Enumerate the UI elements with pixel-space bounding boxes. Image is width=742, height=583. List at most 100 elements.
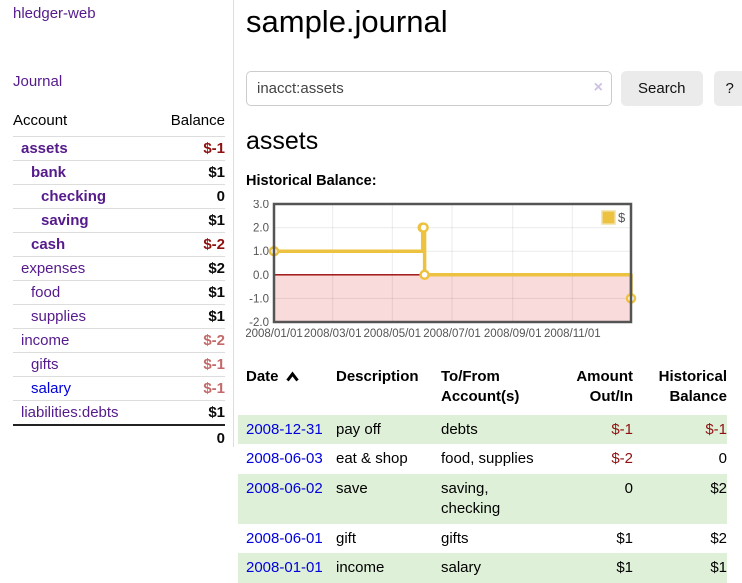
transaction-description: gift [336, 524, 441, 554]
transaction-date-link[interactable]: 2008-12-31 [246, 421, 323, 438]
header-label: Account(s) [441, 388, 519, 405]
account-name-cell: expenses [13, 257, 153, 281]
accounts-total-spacer [13, 425, 153, 451]
account-balance: $1 [153, 281, 225, 305]
accounts-header-balance: Balance [153, 110, 225, 137]
accounts-total-row: 0 [13, 425, 225, 451]
app-brand-link[interactable]: hledger-web [13, 5, 96, 22]
account-balance: $1 [153, 161, 225, 185]
account-name-cell: bank [13, 161, 153, 185]
account-name-cell: saving [13, 209, 153, 233]
account-balance: 0 [153, 185, 225, 209]
account-balance: $1 [153, 209, 225, 233]
account-name-cell: assets [13, 137, 153, 161]
transaction-date-link[interactable]: 2008-01-01 [246, 559, 323, 576]
help-button[interactable]: ? [714, 71, 742, 106]
account-link-checking[interactable]: checking [41, 188, 106, 205]
header-label: To/From [441, 368, 500, 385]
transaction-accounts: food, supplies [441, 444, 553, 474]
account-link-expenses[interactable]: expenses [21, 260, 85, 277]
transaction-amount: $1 [553, 524, 633, 554]
account-row: bank $1 [13, 161, 225, 185]
transaction-date-cell: 2008-01-01 [238, 553, 336, 583]
account-name-cell: liabilities:debts [13, 401, 153, 426]
transaction-balance: $2 [633, 524, 727, 554]
transaction-amount: $1 [553, 553, 633, 583]
account-name-cell: supplies [13, 305, 153, 329]
account-balance: $-1 [153, 353, 225, 377]
transaction-date-cell: 2008-06-02 [238, 474, 336, 524]
transaction-date-link[interactable]: 2008-06-03 [246, 450, 323, 467]
header-label: Balance [669, 388, 727, 405]
account-row: saving $1 [13, 209, 225, 233]
transaction-accounts: gifts [441, 524, 553, 554]
account-heading: assets [246, 127, 742, 156]
transaction-date-cell: 2008-12-31 [238, 415, 336, 445]
svg-text:2008/09/01: 2008/09/01 [484, 328, 542, 340]
account-row: liabilities:debts $1 [13, 401, 225, 426]
transaction-balance: $1 [633, 553, 727, 583]
account-link-saving[interactable]: saving [41, 212, 89, 229]
svg-text:1.0: 1.0 [253, 246, 269, 258]
transaction-amount: $-1 [553, 415, 633, 445]
account-name-cell: cash [13, 233, 153, 257]
transaction-balance: $-1 [633, 415, 727, 445]
account-balance: $-1 [153, 137, 225, 161]
transaction-date-cell: 2008-06-01 [238, 524, 336, 554]
transaction-description: save [336, 474, 441, 524]
account-row: expenses$2 [13, 257, 225, 281]
account-balance: $1 [153, 401, 225, 426]
account-link-cash[interactable]: cash [31, 236, 65, 253]
svg-text:2.0: 2.0 [253, 223, 269, 235]
header-label: Out/In [590, 388, 633, 405]
account-link-bank[interactable]: bank [31, 164, 66, 181]
account-name-cell: salary [13, 377, 153, 401]
register-header-date[interactable]: Date [238, 365, 336, 415]
transaction-amount: 0 [553, 474, 633, 524]
account-balance: $-2 [153, 329, 225, 353]
account-balance: $-2 [153, 233, 225, 257]
account-link-gifts[interactable]: gifts [31, 356, 59, 373]
account-name-cell: food [13, 281, 153, 305]
account-link-salary[interactable]: salary [31, 380, 71, 397]
accounts-total-value: 0 [153, 425, 225, 451]
account-link-food[interactable]: food [31, 284, 60, 301]
transaction-accounts: salary [441, 553, 553, 583]
search-bar: × Search ? [246, 71, 742, 106]
account-name-cell: gifts [13, 353, 153, 377]
account-balance: $1 [153, 305, 225, 329]
sidebar-item-journal[interactable]: Journal [13, 73, 62, 90]
transaction-description: eat & shop [336, 444, 441, 474]
transaction-date-link[interactable]: 2008-06-02 [246, 480, 323, 497]
account-name-cell: checking [13, 185, 153, 209]
register-header-historical-balance: Historical Balance [633, 365, 727, 415]
account-row: cash $-2 [13, 233, 225, 257]
header-label: Description [336, 368, 419, 385]
transaction-date-link[interactable]: 2008-06-01 [246, 530, 323, 547]
account-link-liabilities-debts[interactable]: liabilities:debts [21, 404, 119, 421]
svg-text:2008/11/01: 2008/11/01 [544, 328, 601, 340]
clear-search-icon[interactable]: × [594, 78, 603, 97]
account-link-assets[interactable]: assets [21, 140, 68, 157]
search-input[interactable] [246, 71, 612, 106]
svg-text:-1.0: -1.0 [249, 293, 269, 305]
account-link-supplies[interactable]: supplies [31, 308, 86, 325]
account-row: income $-2 [13, 329, 225, 353]
account-row: gifts $-1 [13, 353, 225, 377]
register-header-tofrom-accounts: To/From Account(s) [441, 365, 553, 415]
account-row: checking 0 [13, 185, 225, 209]
account-link-income[interactable]: income [21, 332, 69, 349]
search-button[interactable]: Search [621, 71, 703, 106]
transaction-description: pay off [336, 415, 441, 445]
account-row: salary$-1 [13, 377, 225, 401]
account-row: food $1 [13, 281, 225, 305]
header-label: Historical [659, 368, 727, 385]
